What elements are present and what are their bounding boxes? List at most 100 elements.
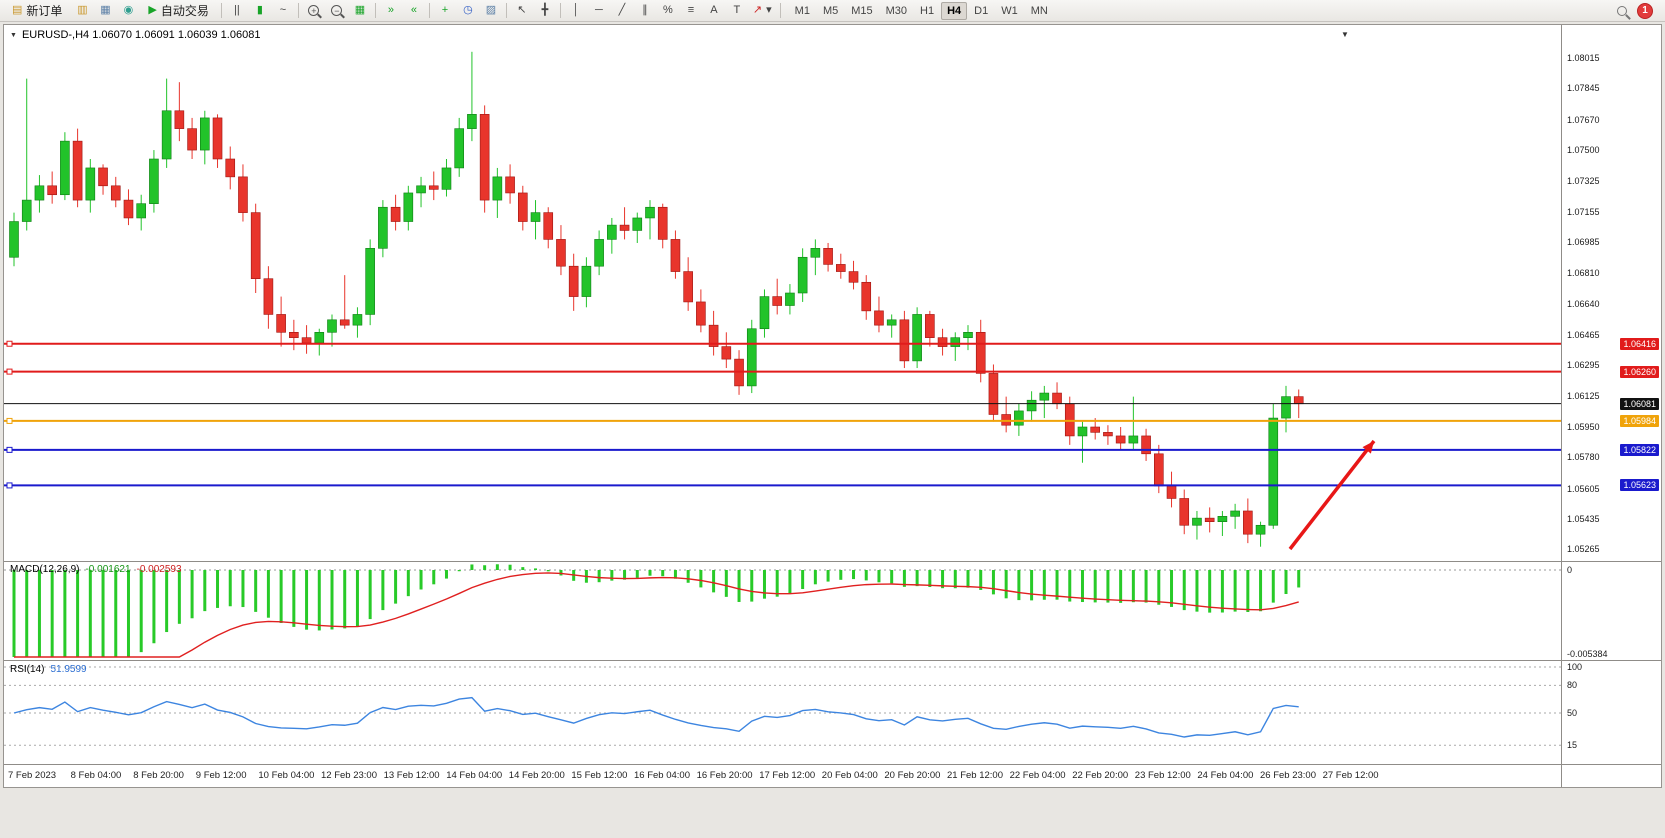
ruler-button[interactable]: ≡ [680,1,702,20]
horizontal-lines[interactable] [4,340,1561,489]
macd-main-value: -0.001621 [85,564,131,575]
cursor-button[interactable]: ↖ [511,1,533,20]
vertical-line-button[interactable]: │ [565,1,587,20]
periods-button[interactable]: ◷ [457,1,479,20]
zoom-in-button[interactable]: + [303,1,325,20]
macd-panel[interactable] [4,562,1561,660]
macd-chart[interactable] [4,562,1561,660]
timeframe-mn-button[interactable]: MN [1025,2,1054,20]
search-icon[interactable] [1617,5,1627,16]
line-chart-button[interactable]: ~ [272,1,294,20]
time-axis-label: 26 Feb 23:00 [1260,770,1316,781]
trend-arrow-annotation[interactable] [1288,439,1376,551]
price-axis-label: 1.06295 [1567,360,1600,371]
line-handle [6,446,13,453]
text-tool-button[interactable]: A [703,1,725,20]
time-axis-label: 27 Feb 12:00 [1322,770,1379,781]
timeframe-h4-button[interactable]: H4 [941,1,968,20]
price-axis-label: 1.06465 [1567,329,1600,340]
main-toolbar: ▤ 新订单 ▥ ▦ ◉ ▶ 自动交易 || ▮ ~ + − ▦ » « + ◷ … [0,0,1665,22]
rsi-axis-label: 100 [1567,662,1583,672]
new-order-button[interactable]: ▤ 新订单 [4,1,70,20]
macd-axis-label: 0 [1567,565,1573,575]
chart-shift-button[interactable]: « [403,1,425,20]
symbol-dropdown-icon[interactable]: ▼ [10,31,17,39]
toolbar-separator [505,3,507,18]
templates-button[interactable]: ▨ [480,1,502,20]
price-axis-label: 1.08015 [1567,53,1600,64]
line-chart-icon: ~ [279,4,287,16]
toolbar-separator [374,3,376,18]
line-handle [6,417,13,424]
market-watch-button[interactable]: ▥ [71,1,93,20]
price-tag: 1.06416 [1620,337,1659,350]
panel-divider[interactable] [4,561,1661,562]
price-axis-label: 1.07845 [1567,83,1600,94]
price-axis[interactable]: 1.08015 1.07845 1.07670 1.07500 1.07325 1.071… [1561,25,1661,787]
timeframe-m15-button[interactable]: M15 [845,2,878,20]
auto-scroll-button[interactable]: » [380,1,402,20]
rsi-axis-label: 80 [1567,680,1578,691]
arrow-tool-icon: ↗ [752,4,763,16]
new-order-label: 新订单 [26,4,63,18]
cursor-icon: ↖ [517,4,527,16]
horizontal-line-button[interactable]: ─ [588,1,610,20]
data-window-icon: ▦ [100,4,111,16]
autotrading-label: 自动交易 [160,4,209,18]
channel-button[interactable]: ∥ [634,1,656,20]
price-tag: 1.06081 [1620,397,1659,410]
timeframe-m5-button[interactable]: M5 [817,2,844,20]
timeframe-w1-button[interactable]: W1 [995,2,1024,20]
price-axis-label: 1.07670 [1567,114,1600,125]
chart-shift-marker[interactable]: ▼ [1341,30,1349,39]
fibonacci-button[interactable]: % [657,1,679,20]
price-axis-label: 1.06125 [1567,390,1600,401]
candlestick-chart-button[interactable]: ▮ [249,1,271,20]
toolbar-separator [220,3,222,18]
indicators-button[interactable]: + [434,1,456,20]
price-axis-label: 1.07325 [1567,176,1600,187]
rsi-panel[interactable] [4,661,1561,764]
time-axis-label: 7 Feb 2023 [8,770,57,781]
crosshair-button[interactable]: ╋ [534,1,556,20]
timeframe-d1-button[interactable]: D1 [968,2,994,20]
time-axis-label: 8 Feb 20:00 [133,770,184,781]
timeframe-h1-button[interactable]: H1 [914,2,940,20]
text-label-button[interactable]: T [726,1,748,20]
bar-chart-button[interactable]: || [226,1,248,20]
candles[interactable] [9,51,1304,547]
tile-windows-button[interactable]: ▦ [349,1,371,20]
fibonacci-icon: % [663,4,673,16]
panel-divider[interactable] [4,660,1661,661]
candlestick-chart[interactable] [4,25,1561,561]
price-tag: 1.05984 [1620,414,1659,427]
ruler-icon: ≡ [687,4,695,16]
price-tag: 1.05822 [1620,443,1659,456]
price-axis-label: 1.05265 [1567,544,1600,555]
time-axis[interactable]: 7 Feb 2023 8 Feb 04:00 8 Feb 20:00 9 Feb 12… [4,765,1561,787]
notification-badge[interactable]: 1 [1637,2,1653,19]
rsi-chart[interactable] [4,661,1561,764]
clock-icon: ◷ [463,4,473,16]
horizontal-line-icon: ─ [595,4,603,16]
rsi-axis-label: 50 [1567,708,1578,718]
autotrading-button[interactable]: ▶ 自动交易 [140,1,216,20]
arrows-button[interactable]: ↗ ▾ [749,1,776,20]
time-axis-label: 23 Feb 12:00 [1134,770,1191,781]
auto-scroll-icon: » [387,4,394,16]
time-axis-label: 14 Feb 20:00 [508,770,565,781]
data-window-button[interactable]: ▦ [94,1,116,20]
rsi-value: 51.9599 [50,664,87,675]
price-tag: 1.06260 [1620,365,1659,378]
trendline-button[interactable]: ╱ [611,1,633,20]
time-axis-label: 9 Feb 12:00 [195,770,247,781]
timeframe-m30-button[interactable]: M30 [880,2,913,20]
chart-header: ▼ EURUSD-,H4 1.06070 1.06091 1.06039 1.0… [10,29,260,41]
zoom-out-button[interactable]: − [326,1,348,20]
navigator-button[interactable]: ◉ [117,1,139,20]
timeframe-m1-button[interactable]: M1 [789,2,816,20]
price-chart-panel[interactable]: ▼ EURUSD-,H4 1.06070 1.06091 1.06039 1.0… [4,25,1561,561]
price-axis-label: 1.05435 [1567,514,1600,524]
panel-divider[interactable] [4,764,1661,765]
chart-title: EURUSD-,H4 1.06070 1.06091 1.06039 1.060… [21,29,261,41]
